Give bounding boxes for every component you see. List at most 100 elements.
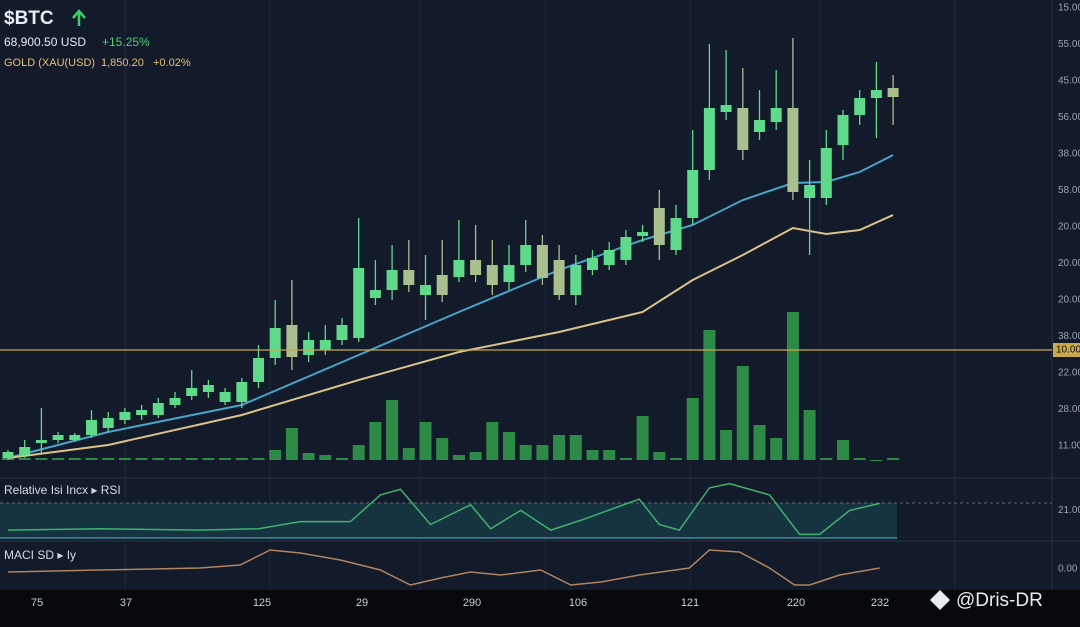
volume-bar: [486, 422, 499, 460]
candle-body: [520, 245, 532, 265]
price-axis-label: 28.00: [1058, 404, 1080, 415]
volume-bar: [336, 458, 348, 460]
candle-body: [219, 392, 231, 402]
watermark-text: @Dris-DR: [956, 590, 1043, 611]
candle-body: [603, 250, 615, 265]
volume-bar: [386, 400, 399, 460]
volume-bar: [686, 398, 699, 460]
volume-bar: [736, 366, 749, 460]
price-axis-label: 45.00: [1058, 76, 1080, 87]
volume-bar: [85, 458, 98, 460]
volume-bar: [302, 453, 315, 460]
candle-body: [670, 218, 682, 250]
candle-body: [720, 105, 732, 112]
volume-bar: [753, 425, 766, 460]
change: +15.25%: [102, 35, 150, 49]
volume-bar: [853, 458, 866, 460]
candle-body: [887, 88, 899, 97]
gold-price: 1,850.20: [101, 57, 144, 69]
x-tick-label: 37: [120, 597, 132, 609]
price-axis-label: 20.00: [1058, 295, 1080, 306]
volume-bar: [252, 458, 265, 460]
volume-bar: [369, 422, 382, 460]
symbol: $BTC: [4, 8, 54, 29]
candle-body: [303, 340, 315, 355]
x-tick-label: 106: [569, 597, 587, 609]
x-tick-label: 121: [681, 597, 699, 609]
volume-bar: [419, 422, 432, 460]
candle-body: [770, 108, 782, 122]
candle-body: [152, 403, 164, 415]
volume-bar: [18, 458, 31, 460]
candle-body: [253, 358, 264, 382]
volume-bar: [770, 438, 783, 460]
y-tick-label: 0.00: [1058, 564, 1078, 575]
x-axis-strip: [0, 590, 1080, 627]
y-tick-label: 21.00: [1058, 505, 1080, 516]
x-tick-label: 290: [463, 597, 481, 609]
volume-bar: [169, 458, 181, 460]
candle-body: [837, 115, 849, 145]
candle-body: [804, 185, 816, 198]
candle-body: [269, 328, 281, 358]
indicator-line: [7, 482, 880, 536]
candle-body: [319, 340, 331, 350]
volume-bar: [469, 452, 482, 460]
price: 68,900.50 USD: [4, 35, 86, 49]
rsi-band: [0, 503, 897, 538]
x-tick-label: 220: [787, 597, 805, 609]
candle-body: [286, 325, 298, 357]
candle-body: [369, 290, 381, 298]
volume-bar: [653, 452, 666, 460]
candle-body: [754, 120, 765, 132]
candle-body: [870, 90, 882, 98]
candle-body: [119, 412, 131, 420]
candle-body: [536, 245, 548, 278]
volume-bar: [670, 458, 682, 460]
volume-bar: [202, 458, 215, 460]
price-axis-label: 20.00: [1058, 258, 1080, 269]
volume-bar: [837, 440, 849, 460]
price-axis-label: 56.00: [1058, 112, 1080, 123]
price-axis-label: 38.00: [1058, 149, 1080, 160]
candle-body: [703, 108, 715, 170]
price-axis-label: 22.00: [1058, 368, 1080, 379]
gold-change: +0.02%: [153, 57, 191, 69]
volume-bar: [436, 438, 449, 460]
candle-body: [35, 440, 47, 443]
candle-body: [136, 410, 148, 415]
volume-bar: [352, 445, 365, 460]
candle-body: [336, 325, 348, 340]
volume-bar: [870, 460, 883, 461]
candle-body: [52, 435, 64, 440]
volume-bar: [536, 445, 549, 460]
candle-body: [186, 388, 198, 396]
price-level-tag: [1053, 343, 1080, 357]
volume-bar: [452, 455, 465, 460]
indicator-line: [7, 549, 880, 586]
candle-body: [169, 398, 181, 405]
candle-body: [420, 285, 431, 295]
volume-bar: [887, 458, 900, 460]
candle-body: [570, 265, 582, 295]
volume-bar: [586, 450, 599, 460]
candle-body: [687, 170, 699, 218]
candle-body: [236, 382, 248, 402]
candle-body: [787, 108, 799, 192]
x-tick-label: 125: [253, 597, 271, 609]
volume-bar: [402, 448, 415, 460]
volume-bar: [786, 312, 799, 460]
price-axis-label: 11.00: [1058, 441, 1080, 452]
volume-bar: [135, 458, 148, 460]
volume-bar: [235, 458, 248, 460]
candle-body: [453, 260, 465, 277]
candle-body: [436, 275, 448, 295]
volume-bar: [720, 430, 733, 460]
candle-body: [102, 418, 114, 428]
candle-body: [653, 208, 665, 245]
candle-body: [503, 265, 515, 282]
x-tick-label: 75: [31, 597, 43, 609]
volume-bar: [52, 458, 65, 460]
volume-bar: [503, 432, 515, 460]
candle-body: [553, 260, 565, 295]
